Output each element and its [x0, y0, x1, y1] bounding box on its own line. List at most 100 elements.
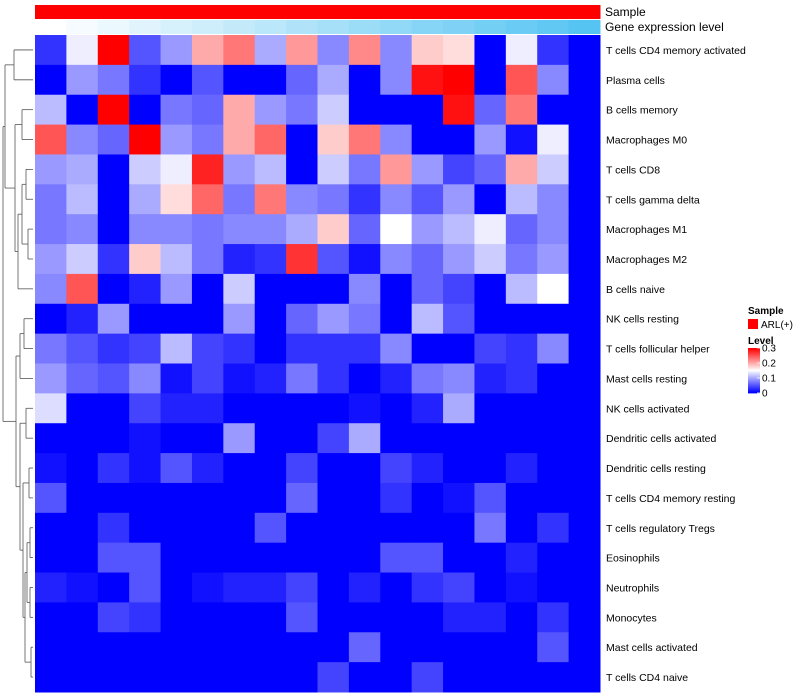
heatmap-cell — [223, 393, 256, 424]
heatmap-cell — [286, 632, 318, 663]
track-cell — [474, 20, 507, 34]
heatmap-cell — [191, 35, 224, 66]
heatmap-cell — [474, 512, 507, 544]
heatmap-cell — [474, 94, 507, 126]
heatmap-cell — [129, 214, 162, 245]
heatmap-cell — [254, 64, 287, 96]
heatmap-cell — [160, 214, 193, 245]
track-cell — [223, 5, 256, 19]
row-label: Dendritic cells resting — [606, 463, 706, 475]
heatmap-cell — [380, 632, 413, 663]
heatmap-cell — [443, 632, 475, 663]
track-cell — [348, 20, 381, 34]
heatmap-cell — [537, 124, 570, 155]
heatmap-cell — [66, 64, 99, 96]
heatmap-cell — [160, 482, 193, 514]
heatmap-cell — [411, 393, 444, 424]
heatmap-cell — [474, 214, 507, 245]
legend-gradient-step — [748, 385, 760, 387]
heatmap-cell — [411, 512, 444, 544]
heatmap-cell — [348, 124, 381, 155]
heatmap-cell — [317, 453, 350, 484]
track-cell — [35, 20, 67, 34]
heatmap-cell — [66, 363, 99, 394]
track-cell — [160, 5, 193, 19]
heatmap-cell — [191, 482, 224, 514]
heatmap-cell — [380, 453, 413, 484]
legend-gradient-step — [748, 372, 760, 374]
heatmap-cell — [380, 393, 413, 424]
heatmap-cell — [286, 482, 318, 514]
heatmap-cell — [474, 602, 507, 633]
heatmap-cell — [286, 542, 318, 574]
heatmap-cell — [474, 35, 507, 66]
heatmap-cell — [317, 602, 350, 633]
heatmap-cell — [317, 35, 350, 66]
heatmap-cell — [254, 214, 287, 245]
heatmap-cell — [411, 303, 444, 335]
row-label: T cells regulatory Tregs — [606, 523, 715, 535]
heatmap-cell — [254, 662, 287, 693]
heatmap-cell — [443, 94, 475, 126]
track-cell — [537, 20, 570, 34]
heatmap-cell — [348, 632, 381, 663]
legend-gradient-step — [748, 359, 760, 361]
heatmap-cell — [254, 542, 287, 574]
heatmap-cell — [505, 632, 538, 663]
legend-gradient-step — [748, 391, 760, 393]
row-labels: T cells CD4 memory activated Plasma cells… — [606, 45, 746, 684]
heatmap-cell — [129, 512, 162, 544]
track-cell — [66, 20, 99, 34]
heatmap-cell — [568, 333, 601, 364]
heatmap-cell — [254, 333, 287, 364]
heatmap-cell — [505, 35, 538, 66]
legend-gradient-step — [748, 379, 760, 381]
heatmap-cell — [348, 423, 381, 454]
heatmap-cell — [191, 303, 224, 335]
heatmap-cell — [505, 453, 538, 484]
heatmap-cell — [35, 662, 67, 693]
heatmap-cell — [129, 662, 162, 693]
heatmap-cell — [223, 303, 256, 335]
heatmap-cell — [286, 64, 318, 96]
track-cell — [254, 20, 287, 34]
heatmap-cell — [254, 273, 287, 305]
legend-gradient-step — [748, 390, 760, 392]
row-label: Neutrophils — [606, 582, 659, 594]
heatmap-cell — [443, 124, 475, 155]
heatmap-cell — [223, 184, 256, 215]
heatmap-cell — [537, 303, 570, 335]
track-cell — [129, 5, 162, 19]
heatmap-cell — [66, 572, 99, 603]
heatmap-cell — [380, 124, 413, 155]
heatmap-cell — [568, 632, 601, 663]
legend-gradient-step — [748, 374, 760, 376]
heatmap-cell — [191, 632, 224, 663]
heatmap-cell — [568, 542, 601, 574]
heatmap-cell — [160, 363, 193, 394]
heatmap-cell — [66, 184, 99, 215]
legend-gradient-step — [748, 361, 760, 363]
heatmap-cell — [537, 393, 570, 424]
heatmap-cell — [191, 64, 224, 96]
heatmap-cell — [317, 393, 350, 424]
track-cell — [317, 20, 350, 34]
heatmap-cell — [66, 244, 99, 275]
heatmap-cell — [97, 244, 130, 275]
legend-gradient-step — [748, 356, 760, 358]
track-cell — [286, 5, 318, 19]
row-label: T cells gamma delta — [606, 194, 700, 206]
heatmap-cell — [380, 542, 413, 574]
legend-tick-label: 0.3 — [762, 344, 776, 355]
heatmap-cell — [443, 303, 475, 335]
heatmap-cell — [129, 303, 162, 335]
heatmap-cell — [97, 94, 130, 126]
track-cell — [380, 5, 413, 19]
heatmap-cell — [66, 632, 99, 663]
heatmap-cell — [411, 542, 444, 574]
row-label: Mast cells resting — [606, 373, 687, 385]
heatmap-cell — [505, 572, 538, 603]
track-cell — [191, 5, 224, 19]
heatmap-cell — [35, 602, 67, 633]
